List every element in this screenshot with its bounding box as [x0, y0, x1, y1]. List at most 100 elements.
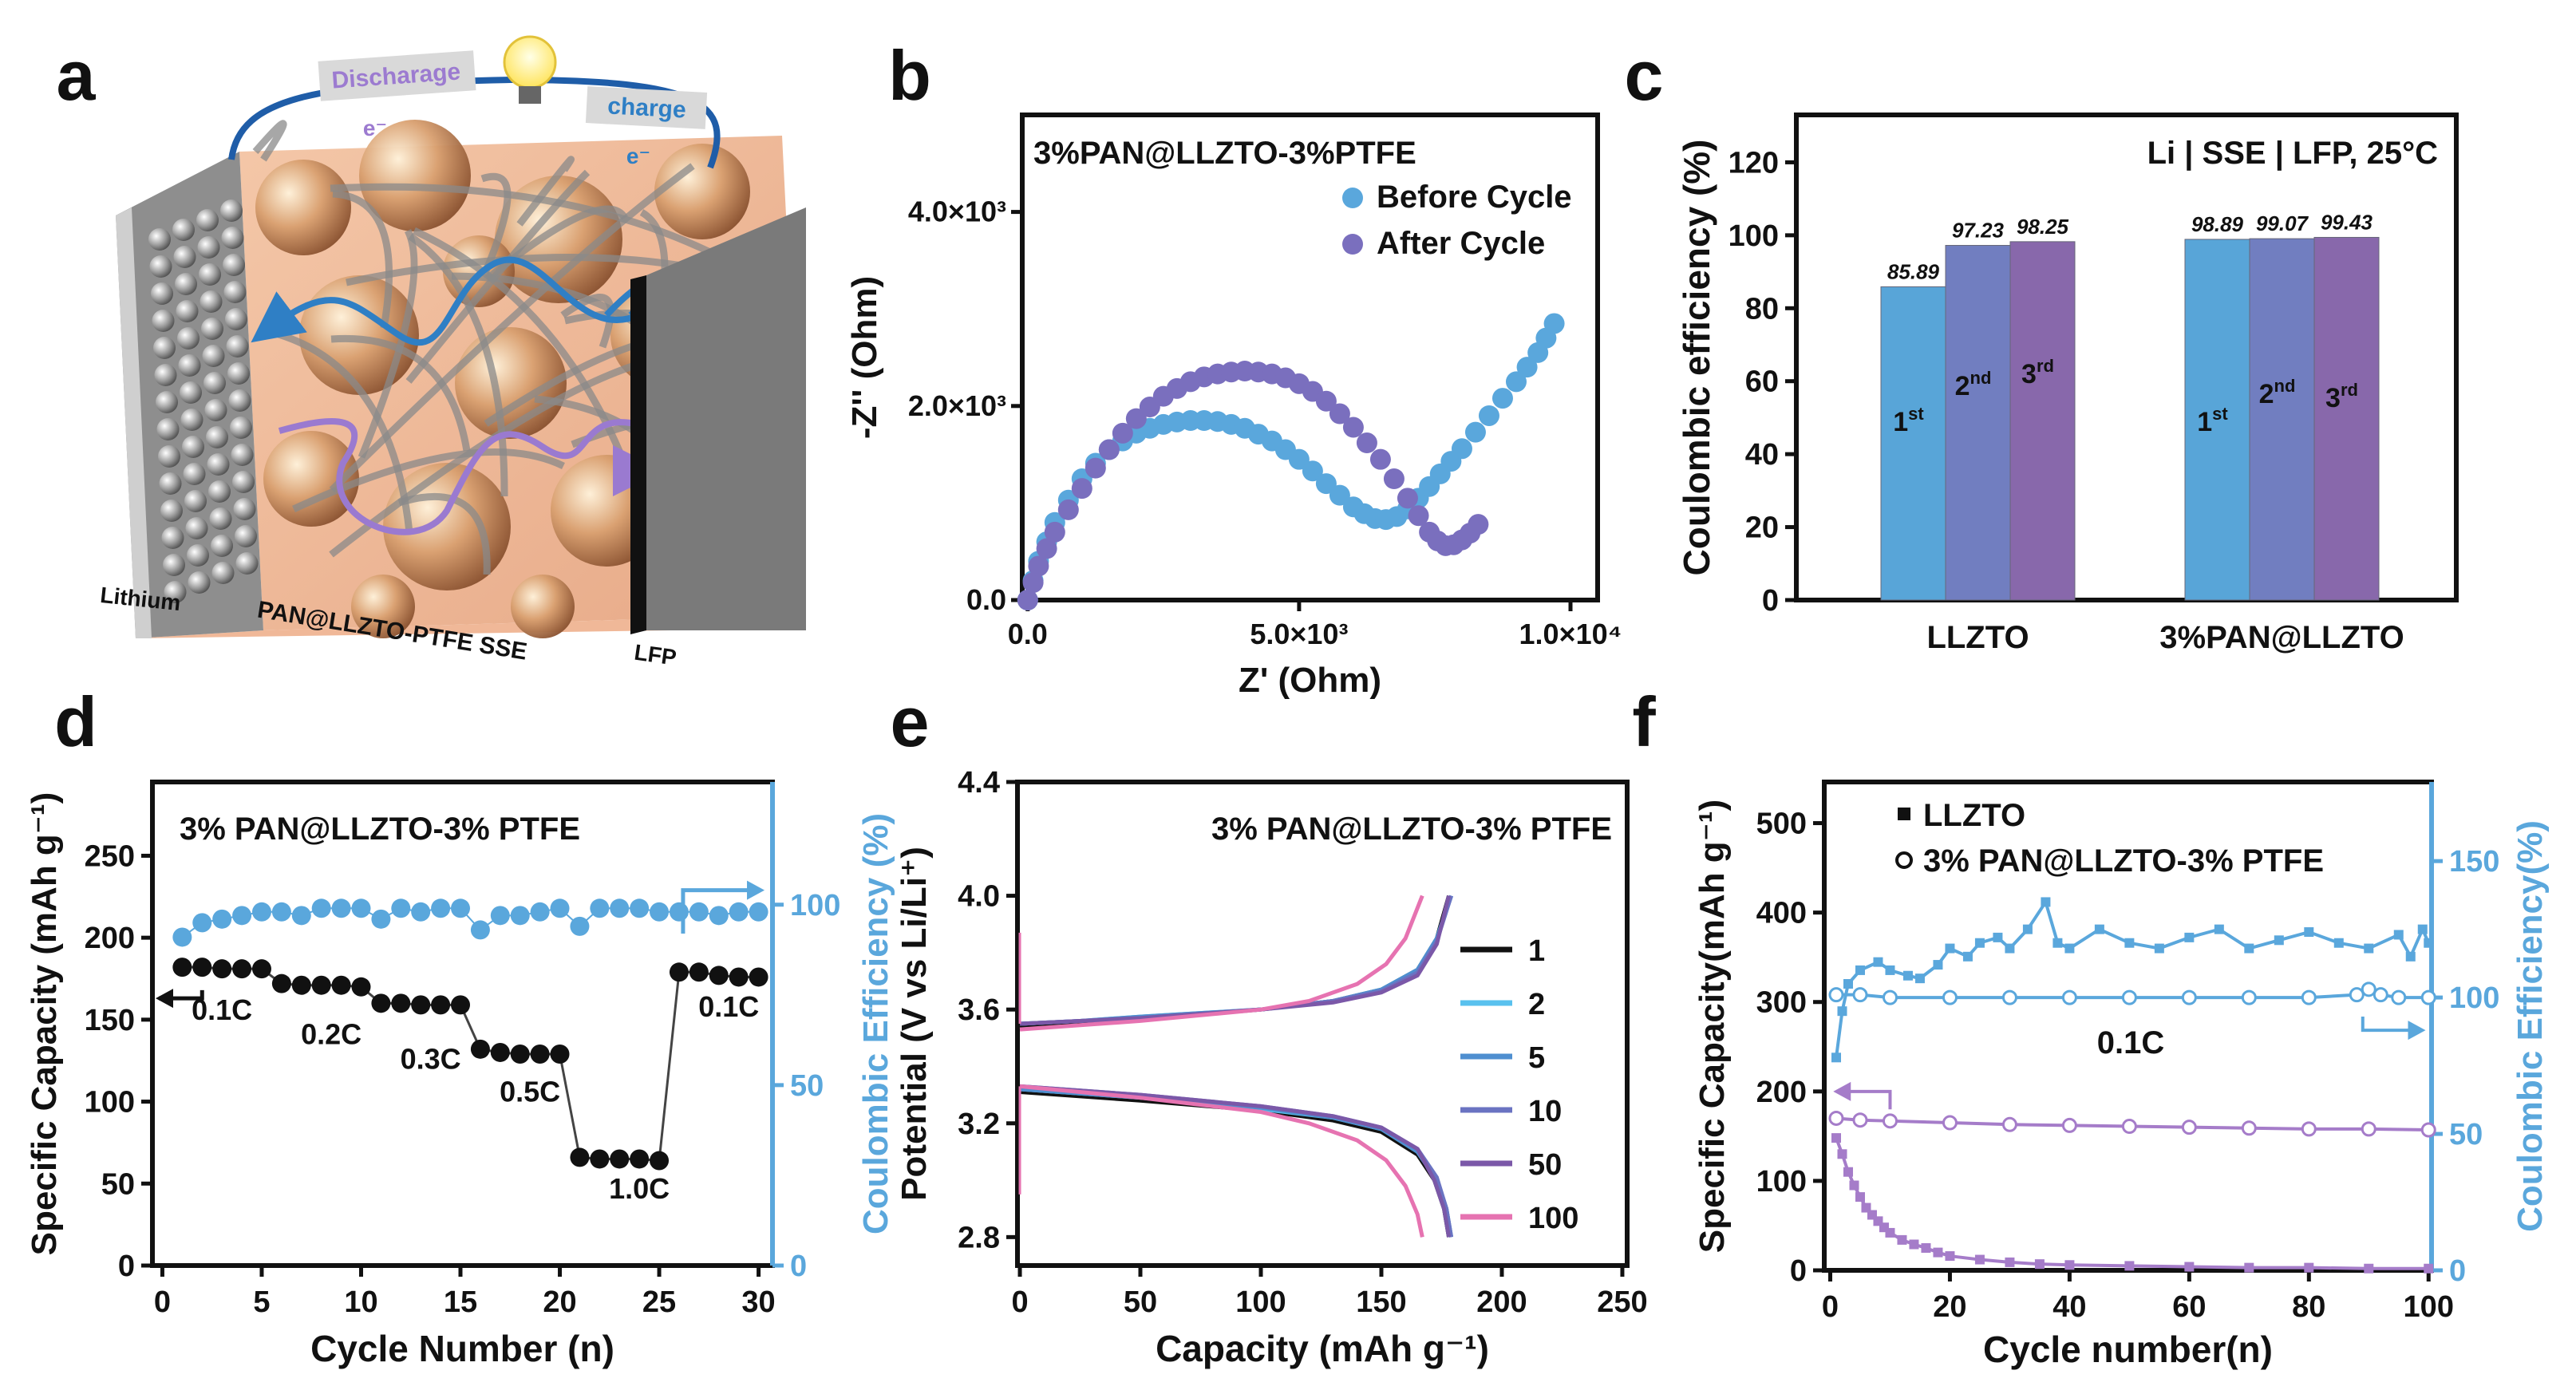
lightbulb-base-icon [519, 86, 541, 104]
data-point-after-cycle [1112, 422, 1133, 444]
data-point-square [2244, 1262, 2254, 1273]
y-tick-label: 20 [1745, 511, 1779, 545]
lithium-sphere [225, 308, 247, 330]
efficiency-point [192, 913, 212, 933]
lfp-label: LFP [633, 640, 678, 670]
capacity-line [182, 966, 759, 1163]
ordinal-suffix: nd [2274, 376, 2296, 396]
right-axis-arrow-icon [2361, 1017, 2411, 1033]
y-axis-label: -Z'' (Ohm) [845, 276, 884, 439]
efficiency-point [251, 902, 271, 922]
x-tick-label: 0.0 [1008, 618, 1048, 650]
y-tick-label: 4.0×10³ [908, 195, 1006, 228]
data-point-circle [2061, 1117, 2077, 1133]
y-tick-label: 200 [85, 922, 135, 955]
left-arrowhead-icon [156, 989, 173, 1009]
lithium-sphere [204, 399, 227, 421]
llzto-particle [255, 160, 351, 255]
lithium-sphere [220, 199, 243, 222]
y-tick-label: 400 [1756, 897, 1807, 930]
capacity-point [749, 967, 768, 987]
lithium-sphere [202, 345, 225, 367]
lithium-sphere [176, 300, 199, 322]
chart-panels: a b c d e f 0.0 5.0×10³ 1.0×10⁴ 0.0 2.0×10³ 4.0×10³… [25, 36, 2550, 1370]
lithium-sphere [223, 254, 245, 276]
efficiency-point [610, 898, 630, 918]
x-tick-label: 30 [741, 1285, 775, 1319]
data-point-square [1885, 965, 1895, 975]
data-point-square [2064, 943, 2075, 954]
data-point-square [2064, 1260, 2075, 1270]
category-label: LLZTO [1926, 620, 2029, 655]
efficiency-point [749, 902, 768, 922]
lithium-sphere [199, 263, 221, 286]
data-point-after-cycle [1468, 514, 1489, 535]
pan-fiber [408, 233, 508, 497]
curve-cycle-50-discharge [1019, 1084, 1452, 1238]
curve-cycle-50-charge [1019, 894, 1451, 1026]
data-point-square [1873, 957, 1883, 967]
lithium-sphere [207, 453, 230, 476]
capacity-point [212, 959, 232, 979]
data-point-circle [2241, 1120, 2257, 1136]
x-tick-label: 200 [1476, 1285, 1527, 1319]
y-tick-label: 0.0 [966, 583, 1006, 616]
bar-ordinal-label: 2nd [1955, 368, 1992, 401]
capacity-point [311, 975, 331, 995]
lithium-plate-edge [116, 207, 152, 638]
data-point-after-cycle [1315, 390, 1337, 412]
capacity-point [451, 995, 471, 1015]
lithium-sphere [197, 236, 220, 259]
x-tick-label: 0 [1822, 1290, 1839, 1324]
lithium-sphere [187, 544, 209, 567]
efficiency-point [271, 902, 291, 922]
x-tick-label: 250 [1597, 1285, 1647, 1319]
electron-left-label: e⁻ [363, 116, 387, 140]
data-point-square [2005, 943, 2015, 954]
legend-label: 2 [1528, 988, 1545, 1021]
legend-label: 1 [1528, 934, 1545, 968]
efficiency-point [550, 898, 570, 918]
data-point-square [1945, 943, 1955, 954]
data-point-circle [1882, 1113, 1898, 1129]
capacity-point [371, 993, 391, 1013]
data-point-square [1897, 1234, 1907, 1245]
data-point-circle [2349, 987, 2365, 1003]
panel-letter-d: d [54, 682, 97, 761]
data-point-square [1933, 1247, 1943, 1258]
panel-b-frame [1020, 113, 1600, 602]
chart-title: 3% PAN@LLZTO-3% PTFE [1211, 812, 1612, 847]
data-point-circle [2361, 981, 2376, 997]
capacity-point [709, 966, 729, 985]
lithium-sphere [230, 417, 252, 439]
data-point-circle [2301, 1121, 2317, 1137]
data-point-square [2424, 1263, 2434, 1274]
efficiency-point [431, 898, 451, 918]
data-point-circle [1942, 1115, 1958, 1131]
efficiency-point [689, 902, 709, 922]
capacity-point [530, 1045, 550, 1064]
lightbulb-icon [503, 35, 557, 89]
y-tick-label: 40 [1745, 438, 1779, 472]
llzto-particle [359, 120, 471, 231]
panel-d-rate-performance: 0 5 10 15 20 25 30 0 50 100 150 200 250 0 50 100 Cycle N… [25, 780, 895, 1369]
efficiency-point [172, 927, 192, 947]
y2-tick-label: 0 [2449, 1254, 2466, 1288]
y-tick-label: 3.2 [958, 1108, 1000, 1141]
efficiency-point [510, 906, 530, 926]
x-tick-label: 25 [642, 1285, 676, 1319]
bar-value-label: 99.43 [2321, 210, 2373, 234]
panel-f-cycling: 0 20 40 60 80 1000100200300400500050100150Cyc… [1693, 780, 2550, 1370]
bar-3%pan@llzto-3rd [2313, 236, 2380, 601]
capacity-point [251, 959, 271, 979]
ordinal-suffix: rd [2037, 356, 2054, 376]
data-point-after-cycle [1022, 572, 1044, 594]
data-point-square [1885, 1227, 1895, 1238]
ordinal-number: 3 [2325, 383, 2341, 413]
category-label: 3%PAN@LLZTO [2159, 620, 2404, 655]
panel-letter-f: f [1632, 682, 1656, 761]
data-point-before-cycle [1464, 421, 1486, 443]
lfp-plate-edge [630, 275, 646, 634]
